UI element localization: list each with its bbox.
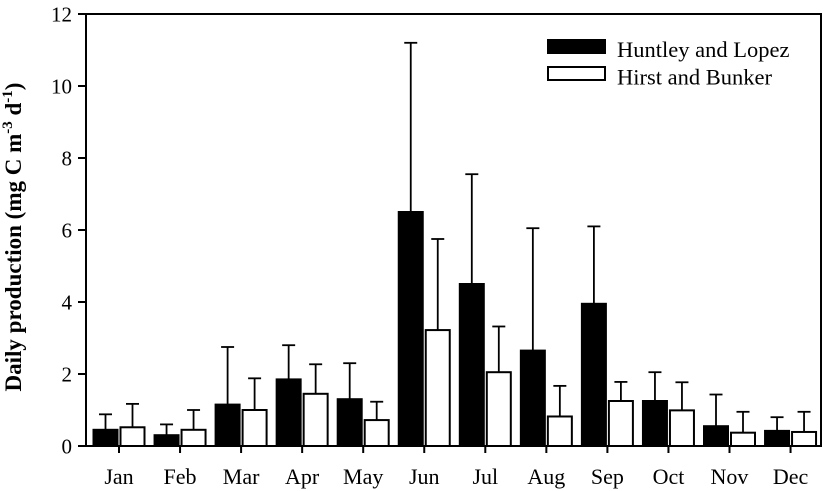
bar-mar-huntley-and-lopez — [214, 403, 241, 448]
bar-aug-hirst-and-bunker — [546, 415, 573, 448]
x-tick-label-aug: Aug — [527, 464, 565, 489]
bar-mar-hirst-and-bunker — [241, 409, 268, 447]
bar-jul-huntley-and-lopez — [458, 283, 485, 447]
x-tick-label-oct: Oct — [653, 464, 685, 489]
bar-sep-huntley-and-lopez — [580, 302, 607, 447]
bar-feb-huntley-and-lopez — [153, 434, 180, 448]
bar-jun-huntley-and-lopez — [397, 211, 424, 447]
x-tick-label-jun: Jun — [409, 464, 440, 489]
x-tick-label-jul: Jul — [472, 464, 498, 489]
bar-sep-hirst-and-bunker — [607, 400, 634, 447]
bar-may-huntley-and-lopez — [336, 398, 363, 448]
x-tick-label-nov: Nov — [711, 464, 749, 489]
bar-dec-huntley-and-lopez — [764, 429, 791, 448]
y-tick-label-6: 6 — [62, 219, 73, 243]
x-tick-label-dec: Dec — [773, 464, 809, 489]
bar-oct-huntley-and-lopez — [641, 400, 668, 447]
y-tick-label-4: 4 — [62, 291, 73, 315]
y-tick-label-0: 0 — [62, 435, 73, 459]
bar-jul-hirst-and-bunker — [485, 371, 512, 448]
bar-apr-hirst-and-bunker — [302, 392, 329, 447]
x-tick-label-jan: Jan — [104, 464, 133, 489]
x-tick-label-apr: Apr — [285, 464, 320, 489]
bar-nov-hirst-and-bunker — [730, 431, 756, 447]
y-tick-label-10: 10 — [51, 75, 72, 99]
y-tick-label-8: 8 — [62, 147, 73, 171]
x-tick-label-mar: Mar — [223, 464, 260, 489]
bar-jan-huntley-and-lopez — [92, 428, 119, 447]
legend-label-hirst-and-bunker: Hirst and Bunker — [617, 65, 772, 90]
bar-apr-huntley-and-lopez — [275, 378, 302, 447]
bar-dec-hirst-and-bunker — [791, 430, 818, 447]
legend-swatch-hirst-and-bunker — [547, 66, 606, 81]
y-tick-label-12: 12 — [51, 3, 72, 27]
bar-oct-hirst-and-bunker — [668, 409, 695, 447]
x-tick-label-sep: Sep — [591, 464, 624, 489]
legend-label-huntley-and-lopez: Huntley and Lopez — [617, 37, 789, 62]
bar-aug-huntley-and-lopez — [519, 349, 546, 448]
legend-swatch-huntley-and-lopez — [547, 39, 606, 54]
bar-jun-hirst-and-bunker — [424, 329, 451, 447]
bar-nov-huntley-and-lopez — [703, 425, 729, 448]
bar-jan-hirst-and-bunker — [119, 426, 146, 447]
x-tick-label-feb: Feb — [164, 464, 197, 489]
bar-feb-hirst-and-bunker — [180, 428, 207, 447]
y-axis-label: Daily production (mg C m-3 d-1) — [0, 83, 26, 392]
y-tick-label-2: 2 — [62, 363, 73, 387]
bar-may-hirst-and-bunker — [363, 419, 390, 447]
x-tick-label-may: May — [343, 464, 383, 489]
